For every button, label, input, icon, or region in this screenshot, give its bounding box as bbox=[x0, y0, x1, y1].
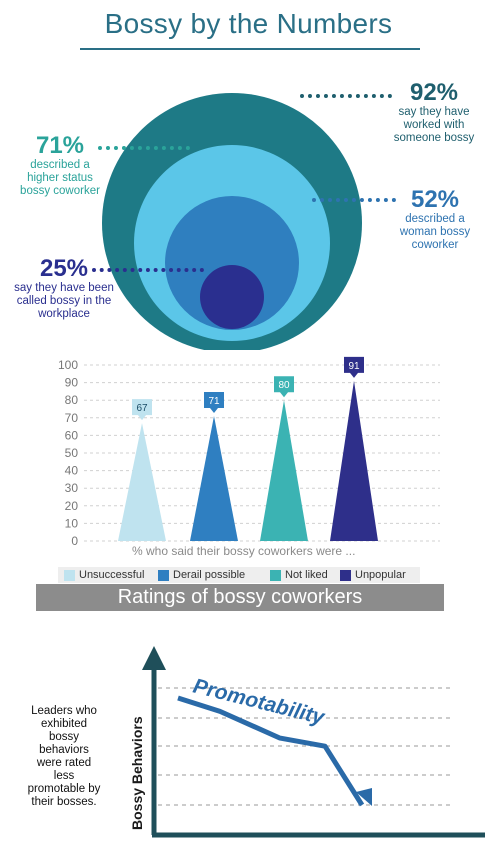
stat-25-desc-1: say they have been bbox=[14, 282, 114, 294]
stat-25-desc-2: called bossy in the bbox=[16, 295, 112, 307]
explanation-line-4: behaviors bbox=[39, 744, 89, 756]
promotability-chart: Bossy Behaviors Promotability bbox=[129, 646, 485, 838]
promo-axis-label: Bossy Behaviors bbox=[129, 716, 145, 830]
stat-25: 25% say they have been called bossy in t… bbox=[2, 256, 126, 321]
legend-item-unpopular: Unpopular bbox=[340, 569, 406, 581]
data-label: 80 bbox=[278, 380, 290, 391]
circle-25 bbox=[200, 265, 264, 329]
bar-chart: 0 10 20 30 40 50 60 70 80 90 100 67 71 80 91 bbox=[58, 356, 440, 548]
explanation-line-2: exhibited bbox=[40, 718, 88, 730]
stat-71: 71% described a higher status bossy cowo… bbox=[4, 133, 116, 198]
promotability-arrowhead bbox=[356, 788, 372, 806]
y-tick-label: 10 bbox=[65, 516, 79, 530]
promotability-explanation: Leaders who exhibited bossy behaviors we… bbox=[14, 705, 114, 809]
explanation-line-3: bossy bbox=[48, 731, 80, 743]
explanation-line-8: their bosses. bbox=[31, 796, 97, 808]
bar-chart-x-label: % who said their bossy coworkers were ..… bbox=[132, 544, 356, 558]
y-tick-label: 60 bbox=[65, 428, 79, 442]
bar-chart-grid bbox=[84, 364, 440, 542]
stat-52-pct: 52% bbox=[410, 186, 460, 213]
bar-unsuccessful bbox=[118, 423, 166, 541]
y-tick-label: 90 bbox=[65, 376, 79, 390]
concentric-circles bbox=[102, 93, 362, 350]
legend-label: Not liked bbox=[285, 569, 328, 581]
stat-25-desc-3: workplace bbox=[38, 308, 90, 320]
legend-label: Unsuccessful bbox=[79, 569, 145, 581]
leader-52 bbox=[312, 198, 396, 202]
promo-grid bbox=[158, 687, 450, 806]
data-label-badge bbox=[344, 356, 364, 378]
explanation-line-6: less bbox=[53, 770, 75, 782]
circle-52 bbox=[165, 196, 299, 330]
data-label: 71 bbox=[208, 396, 220, 407]
bar-chart-marks: 67 71 80 91 bbox=[118, 356, 378, 541]
stat-92-desc-1: say they have bbox=[398, 106, 470, 118]
explanation-line-1: Leaders who bbox=[31, 705, 97, 717]
stat-92-desc-3: someone bossy bbox=[393, 132, 475, 144]
legend-item-derail-possible: Derail possible bbox=[158, 569, 245, 581]
y-tick-label: 80 bbox=[65, 393, 79, 407]
y-tick-label: 40 bbox=[65, 464, 79, 478]
stat-52-desc-2: woman bossy bbox=[399, 226, 471, 238]
stat-92-pct: 92% bbox=[409, 79, 459, 106]
stat-71-pct: 71% bbox=[35, 132, 85, 159]
stat-71-desc-3: bossy coworker bbox=[20, 185, 100, 197]
bar-unpopular bbox=[330, 380, 378, 541]
promotability-line bbox=[177, 695, 365, 807]
legend-item-unsuccessful: Unsuccessful bbox=[64, 569, 144, 581]
leader-71 bbox=[98, 146, 190, 150]
data-label-badge bbox=[274, 376, 294, 398]
y-tick-label: 70 bbox=[65, 411, 79, 425]
bar-chart-y-ticks: 0 10 20 30 40 50 60 70 80 90 100 bbox=[58, 358, 78, 548]
data-label: 91 bbox=[348, 361, 360, 372]
explanation-line-5: were rated bbox=[36, 757, 92, 769]
bar-derail-possible bbox=[190, 416, 238, 541]
page-title: Bossy by the Numbers bbox=[104, 8, 393, 39]
legend-swatch bbox=[270, 569, 281, 581]
y-tick-label: 50 bbox=[65, 446, 79, 460]
stat-92: 92% say they have worked with someone bo… bbox=[380, 80, 488, 145]
y-tick-label: 30 bbox=[65, 481, 79, 495]
stat-52-desc-3: coworker bbox=[411, 239, 459, 251]
leader-25 bbox=[92, 268, 204, 272]
legend-item-not-liked: Not liked bbox=[270, 569, 328, 581]
bar-chart-legend: Unsuccessful Derail possible Not liked U… bbox=[58, 567, 420, 583]
leader-92 bbox=[300, 94, 392, 98]
explanation-line-7: promotable by bbox=[27, 783, 101, 795]
stat-25-pct: 25% bbox=[39, 255, 89, 282]
stat-52-desc-1: described a bbox=[405, 213, 465, 225]
stat-71-desc-1: described a bbox=[30, 159, 90, 171]
y-tick-label: 0 bbox=[71, 534, 78, 548]
y-tick-label: 100 bbox=[58, 358, 78, 372]
legend-label: Derail possible bbox=[173, 569, 246, 581]
chart-title-banner: Ratings of bossy coworkers bbox=[36, 584, 444, 611]
y-tick-label: 20 bbox=[65, 499, 79, 513]
stat-52: 52% described a woman bossy coworker bbox=[382, 187, 488, 252]
promo-y-axis-arrowhead bbox=[142, 646, 166, 670]
promotability-label: Promotability bbox=[191, 675, 328, 730]
title-underline bbox=[80, 48, 420, 50]
stat-92-desc-2: worked with bbox=[403, 119, 465, 131]
data-label: 67 bbox=[136, 403, 148, 414]
legend-swatch bbox=[340, 569, 351, 581]
data-label-badge bbox=[204, 392, 224, 414]
bar-not-liked bbox=[260, 400, 308, 541]
legend-swatch bbox=[64, 569, 75, 581]
legend-swatch bbox=[158, 569, 169, 581]
stat-71-desc-2: higher status bbox=[27, 172, 93, 184]
data-label-badge bbox=[132, 399, 152, 421]
legend-label: Unpopular bbox=[355, 569, 406, 581]
